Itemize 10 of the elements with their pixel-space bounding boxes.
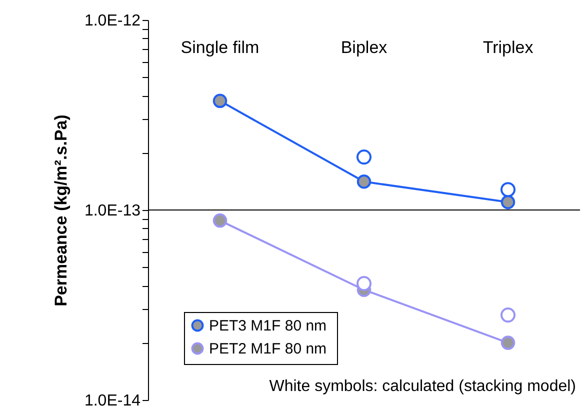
legend-label: PET3 M1F 80 nm — [209, 318, 327, 334]
y-tick-label: 1.0E-14 — [84, 392, 141, 410]
annotation: White symbols: calculated (stacking model) — [269, 378, 576, 395]
x-tick-label: Biplex — [340, 38, 388, 57]
x-tick-label: Single film — [180, 38, 260, 57]
y-axis-title: Permeance (kg/m².s.Pa) — [51, 114, 70, 306]
legend-label: PET2 M1F 80 nm — [209, 340, 327, 358]
x-tick-label: Triplex — [482, 38, 534, 57]
y-tick-label: 1.0E-12 — [84, 12, 141, 30]
y-tick-label: 1.0E-13 — [84, 202, 141, 220]
